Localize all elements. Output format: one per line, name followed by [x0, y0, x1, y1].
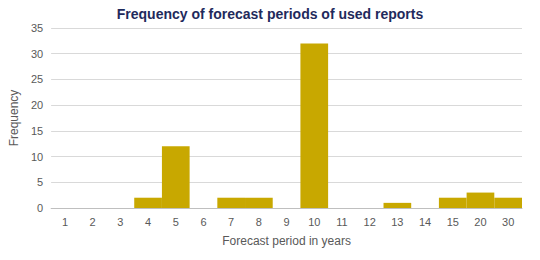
svg-text:10: 10: [308, 216, 320, 228]
svg-text:6: 6: [200, 216, 206, 228]
svg-text:Forecast period in years: Forecast period in years: [222, 234, 351, 248]
svg-text:3: 3: [117, 216, 123, 228]
svg-text:10: 10: [31, 151, 43, 163]
svg-text:14: 14: [419, 216, 431, 228]
svg-text:1: 1: [62, 216, 68, 228]
svg-text:35: 35: [31, 22, 43, 34]
svg-text:5: 5: [173, 216, 179, 228]
svg-text:15: 15: [31, 125, 43, 137]
svg-text:2: 2: [90, 216, 96, 228]
svg-text:13: 13: [391, 216, 403, 228]
svg-text:12: 12: [364, 216, 376, 228]
svg-text:9: 9: [284, 216, 290, 228]
svg-text:20: 20: [474, 216, 486, 228]
svg-text:20: 20: [31, 99, 43, 111]
svg-text:0: 0: [37, 202, 43, 214]
svg-text:30: 30: [502, 216, 514, 228]
svg-text:7: 7: [228, 216, 234, 228]
svg-text:Frequency: Frequency: [7, 90, 21, 147]
svg-text:5: 5: [37, 176, 43, 188]
svg-text:15: 15: [447, 216, 459, 228]
svg-text:30: 30: [31, 48, 43, 60]
svg-text:Frequency of forecast periods: Frequency of forecast periods of used re…: [117, 6, 424, 22]
svg-text:8: 8: [256, 216, 262, 228]
svg-text:11: 11: [336, 216, 347, 228]
svg-text:25: 25: [31, 73, 43, 85]
svg-text:4: 4: [145, 216, 151, 228]
